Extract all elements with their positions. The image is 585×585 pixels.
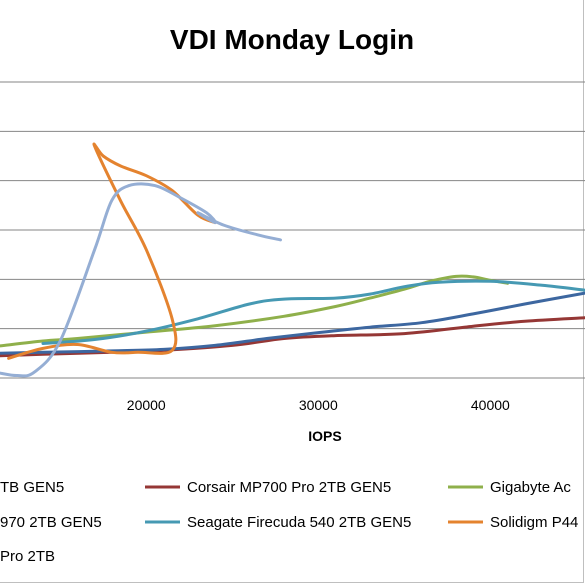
legend-item: 970 2TB GEN5: [0, 514, 102, 531]
series-line-3: [41, 279, 585, 345]
legend-item: Gigabyte Ac: [448, 479, 571, 496]
series-lines: [0, 142, 585, 378]
legend-item: Solidigm P44: [448, 514, 578, 531]
legend-label: Corsair MP700 Pro 2TB GEN5: [187, 479, 391, 496]
x-tick-labels: 20000 30000 40000: [127, 397, 510, 413]
legend-item: Corsair MP700 Pro 2TB GEN5: [145, 479, 391, 496]
legend-item: TB GEN5: [0, 479, 64, 496]
series-line-1: [0, 274, 510, 348]
legend-item: Seagate Firecuda 540 2TB GEN5: [145, 514, 411, 531]
series-line-4: [7, 142, 217, 360]
legend-label: Gigabyte Ac: [490, 479, 571, 496]
x-tick-label: 20000: [127, 397, 166, 413]
legend: TB GEN5 Corsair MP700 Pro 2TB GEN5 Gigabyt…: [0, 479, 578, 565]
legend-label: TB GEN5: [0, 479, 64, 496]
legend-label: Pro 2TB: [0, 548, 55, 565]
legend-label: Seagate Firecuda 540 2TB GEN5: [187, 514, 411, 531]
series-line-0: [0, 316, 585, 358]
x-axis-label: IOPS: [308, 428, 341, 444]
legend-item: Pro 2TB: [0, 548, 55, 565]
chart-title: VDI Monday Login: [170, 24, 414, 55]
x-tick-label: 40000: [471, 397, 510, 413]
legend-label: 970 2TB GEN5: [0, 514, 102, 531]
grid-lines: [0, 81, 585, 379]
series-line-5: [0, 182, 282, 378]
x-tick-label: 30000: [299, 397, 338, 413]
legend-label: Solidigm P44: [490, 514, 578, 531]
